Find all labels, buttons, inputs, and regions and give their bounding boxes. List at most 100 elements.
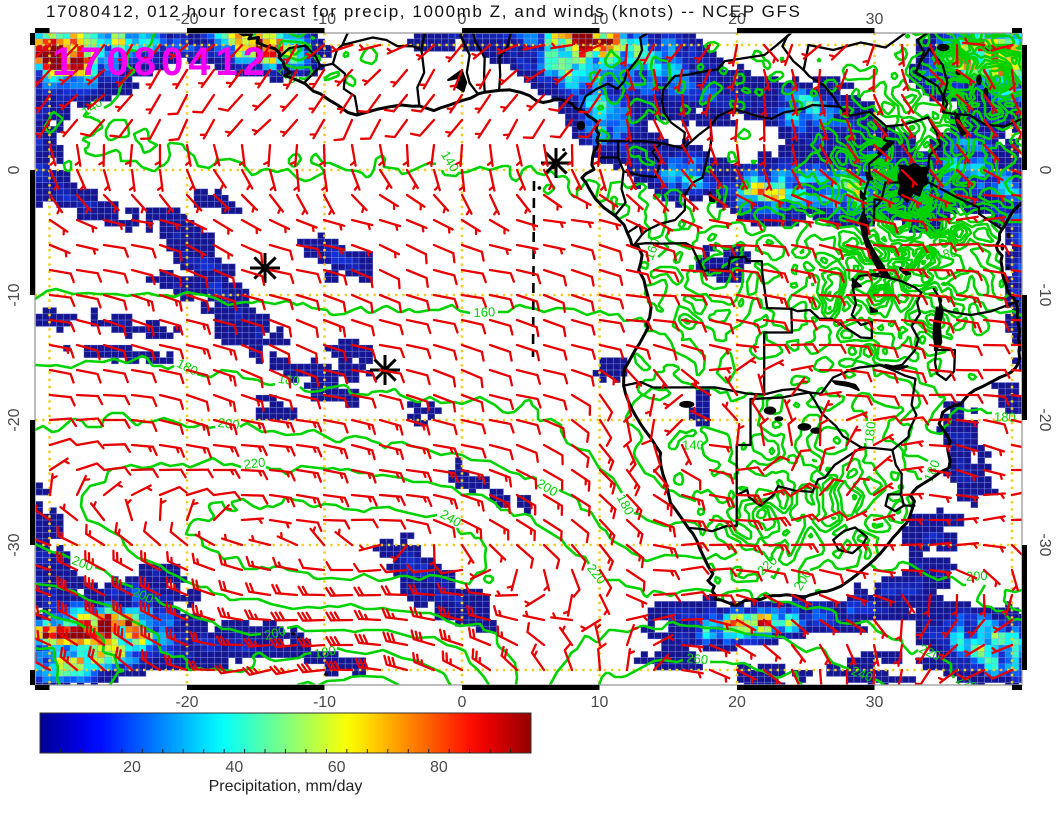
precip-cell [262, 326, 270, 333]
precip-cell [63, 63, 71, 71]
precip-cell [310, 38, 318, 46]
precip-cell [640, 145, 648, 152]
precip-cell [943, 145, 951, 152]
precip-cell [826, 663, 834, 671]
precip-cell [97, 595, 105, 602]
precip-cell [819, 95, 827, 102]
precip-cell [936, 595, 944, 602]
precip-cell-grid [207, 33, 215, 40]
precip-cell [90, 645, 98, 652]
precip-cell-grid [124, 33, 133, 40]
precip-cell [1018, 395, 1022, 402]
precip-cell [207, 51, 215, 58]
precip-cell [310, 238, 318, 246]
precip-cell [970, 651, 978, 658]
precip-cell [324, 251, 332, 258]
precip-cell [221, 63, 229, 71]
precip-cell [1005, 276, 1013, 283]
precip-cell [620, 113, 628, 121]
precip-cell [963, 201, 972, 208]
precip-cell [620, 57, 628, 65]
precip-cell [970, 188, 978, 196]
precip-cell [633, 176, 642, 183]
precip-cell [1012, 70, 1020, 77]
precip-cell-grid [551, 33, 559, 40]
precip-cell [936, 626, 944, 633]
precip-cell [963, 113, 972, 121]
precip-cell [785, 151, 793, 158]
precip-cell [352, 663, 360, 671]
precip-cell [908, 532, 917, 540]
precip-cell [111, 613, 119, 621]
precip-cell-grid [234, 57, 243, 65]
precip-cell [413, 407, 422, 415]
precip-cell [145, 645, 153, 652]
precip-cell [970, 163, 978, 171]
precip-cell [984, 638, 992, 646]
precip-cell [434, 33, 442, 40]
precip-cell [125, 595, 133, 602]
precip-cell [874, 595, 882, 602]
precip-cell [221, 45, 229, 52]
precip-cell-grid [482, 44, 490, 52]
precip-cell [255, 320, 263, 327]
precip-cell [757, 607, 765, 615]
precip-cell [970, 488, 978, 496]
precip-cell [627, 95, 635, 102]
precip-cell [922, 538, 930, 546]
precip-cell [97, 613, 105, 621]
precip-cell [132, 663, 140, 671]
precip-cell-grid [434, 33, 442, 40]
precip-cell [413, 570, 422, 577]
precip-cell [750, 113, 758, 121]
precip-cell [798, 145, 807, 152]
precip-cell [1012, 176, 1020, 183]
precip-cell [771, 88, 779, 96]
precip-cell [324, 276, 332, 283]
precip-cell [957, 607, 965, 615]
precip-cell [262, 313, 270, 321]
precip-cell [338, 663, 346, 671]
precip-cell [544, 57, 552, 65]
precip-cell [255, 33, 263, 40]
precip-cell [984, 188, 992, 196]
precip-cell [922, 545, 930, 552]
precip-cell [56, 545, 64, 552]
precip-cell [462, 601, 470, 608]
precip-cell [132, 601, 140, 608]
precip-cell [125, 620, 133, 627]
precip-cell [49, 188, 57, 196]
precip-cell [83, 95, 92, 102]
precip-cell [544, 88, 552, 96]
precip-cell [695, 88, 703, 96]
precip-cell [936, 526, 944, 533]
precip-cell [661, 63, 669, 71]
precip-cell [145, 213, 153, 221]
precip-cell [730, 170, 738, 177]
precip-cell-grid [138, 33, 147, 40]
precip-cell [1018, 307, 1022, 315]
precip-cell [104, 620, 112, 627]
precip-cell [688, 620, 697, 627]
precip-cell [682, 145, 690, 152]
precip-cell [874, 126, 882, 133]
precip-cell [537, 70, 545, 77]
precip-cell [180, 663, 188, 671]
precip-cell [310, 357, 318, 365]
precip-cell [455, 463, 463, 471]
precip-cell-grid [551, 50, 559, 58]
precip-cell [462, 620, 470, 627]
precip-cell-grid [269, 33, 277, 40]
precip-cell [35, 88, 43, 96]
precip-cell [730, 263, 738, 271]
precip-cell [792, 113, 800, 121]
precip-cell [1018, 188, 1022, 196]
precip-cell [551, 70, 559, 77]
precip-cell [276, 626, 284, 633]
precip-cell [963, 657, 972, 665]
precip-cell [991, 676, 999, 683]
precip-cell [860, 657, 868, 665]
precip-cell [757, 182, 765, 190]
precip-cell [723, 101, 731, 108]
precip-cell [475, 38, 483, 46]
